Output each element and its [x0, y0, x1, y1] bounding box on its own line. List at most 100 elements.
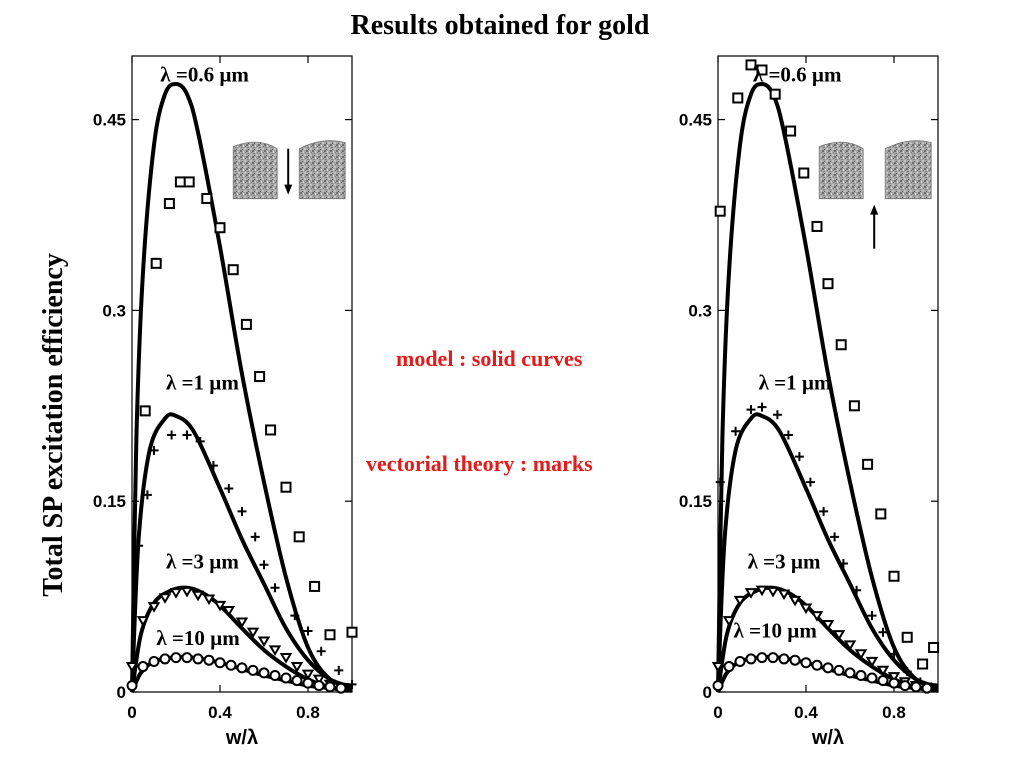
plus-mark: [746, 405, 756, 415]
square-mark: [163, 198, 175, 210]
plus-mark: [805, 477, 815, 487]
square-mark: [888, 570, 900, 582]
circle-mark: [778, 653, 790, 665]
square-mark: [227, 264, 239, 276]
series-plus: λ =1 µm: [130, 370, 357, 693]
square-mark: [183, 176, 195, 188]
plus-mark: [347, 679, 357, 689]
circle-mark: [203, 654, 215, 666]
x-tick-label: 0: [713, 703, 722, 722]
series-label: λ =10 µm: [734, 618, 818, 642]
circle-mark: [712, 680, 724, 692]
circle-mark: [745, 653, 757, 665]
plus-mark: [783, 430, 793, 440]
x-axis-label: w/λ: [811, 727, 844, 749]
chart-panel-right: 0 0.15 0.3 0.45 0 0.4 0.8 w/λ λ =0.6 µm λ =1 µm λ …: [679, 55, 940, 749]
circle-mark: [236, 662, 248, 674]
square-mark: [862, 458, 874, 470]
circle-mark: [335, 682, 347, 694]
square-mark: [917, 658, 929, 670]
y-axis-label: Total SP excitation efficiency: [38, 253, 69, 596]
square-mark: [254, 371, 266, 383]
circle-mark: [126, 680, 138, 692]
y-tick-label: 0.15: [93, 492, 126, 511]
square-mark: [875, 508, 887, 520]
square-mark: [714, 205, 726, 217]
y-tick-label: 0.3: [688, 301, 712, 320]
series-square: λ =0.6 µm: [714, 59, 940, 693]
triangle-mark: [854, 649, 868, 660]
series-label: λ =3 µm: [748, 550, 821, 574]
triangle-mark: [799, 603, 813, 615]
plus-mark: [878, 627, 888, 637]
metal-block: [232, 141, 278, 200]
circle-mark: [280, 672, 292, 684]
triangle-mark: [865, 656, 879, 668]
circle-mark: [833, 664, 845, 676]
y-tick-label: 0.3: [102, 301, 126, 320]
x-tick-label: 0.4: [794, 703, 818, 722]
circle-mark: [159, 653, 171, 665]
series-label: λ =1 µm: [759, 370, 832, 394]
triangle-mark: [147, 602, 161, 613]
x-axis-label: w/λ: [225, 727, 258, 749]
circle-mark: [723, 661, 735, 673]
model-curve: [716, 81, 939, 693]
plus-mark: [195, 436, 205, 446]
plus-mark: [772, 410, 782, 420]
square-mark: [798, 167, 810, 179]
metal-block: [298, 140, 346, 200]
square-mark: [785, 125, 797, 137]
triangle-mark: [755, 585, 769, 597]
circle-mark: [225, 659, 237, 671]
circle-mark: [789, 654, 801, 666]
circle-mark: [170, 652, 182, 664]
square-mark: [769, 88, 781, 100]
square-mark: [756, 64, 768, 76]
triangle-mark: [290, 661, 304, 673]
chart-panel-left: 0 0.15 0.3 0.45 0 0.4 0.8 w/λ Total SP excitatio…: [38, 55, 358, 749]
x-tick-label: 0.4: [208, 703, 232, 722]
triangle-mark: [744, 588, 758, 599]
square-mark: [346, 626, 358, 638]
plus-mark: [149, 445, 159, 455]
plus-mark: [259, 560, 269, 570]
triangle-mark: [158, 593, 172, 604]
circle-mark: [137, 661, 149, 673]
arrow-head-icon: [284, 184, 293, 195]
square-mark: [309, 580, 321, 592]
triangle-mark: [235, 617, 249, 629]
square-mark: [150, 257, 162, 269]
triangle-mark: [136, 616, 150, 627]
circle-mark: [767, 652, 779, 664]
triangle-mark: [180, 586, 194, 598]
series-label: λ =10 µm: [156, 626, 240, 650]
square-mark: [822, 278, 834, 290]
circle-mark: [877, 675, 889, 687]
slit-arrow-down-icon: [232, 140, 346, 200]
model-curve: [130, 81, 353, 693]
triangle-mark: [711, 661, 725, 673]
plus-mark: [237, 506, 247, 516]
circle-mark: [921, 682, 933, 694]
triangle-mark: [268, 645, 282, 657]
plus-mark: [208, 461, 218, 471]
circle-mark: [181, 652, 193, 664]
plus-mark: [757, 402, 767, 412]
triangle-mark: [312, 674, 326, 686]
plus-mark: [830, 532, 840, 542]
circle-mark: [855, 669, 867, 681]
circle-mark: [800, 657, 812, 669]
model-curve: [130, 412, 353, 693]
circle-mark: [269, 669, 281, 681]
circle-mark: [247, 664, 259, 676]
triangle-mark: [788, 595, 802, 607]
circle-mark: [214, 657, 226, 669]
triangle-mark: [722, 616, 736, 627]
plus-mark: [270, 583, 280, 593]
square-mark: [293, 531, 305, 543]
plus-mark: [290, 611, 300, 621]
circle-mark: [313, 680, 325, 692]
circle-mark: [302, 677, 314, 689]
